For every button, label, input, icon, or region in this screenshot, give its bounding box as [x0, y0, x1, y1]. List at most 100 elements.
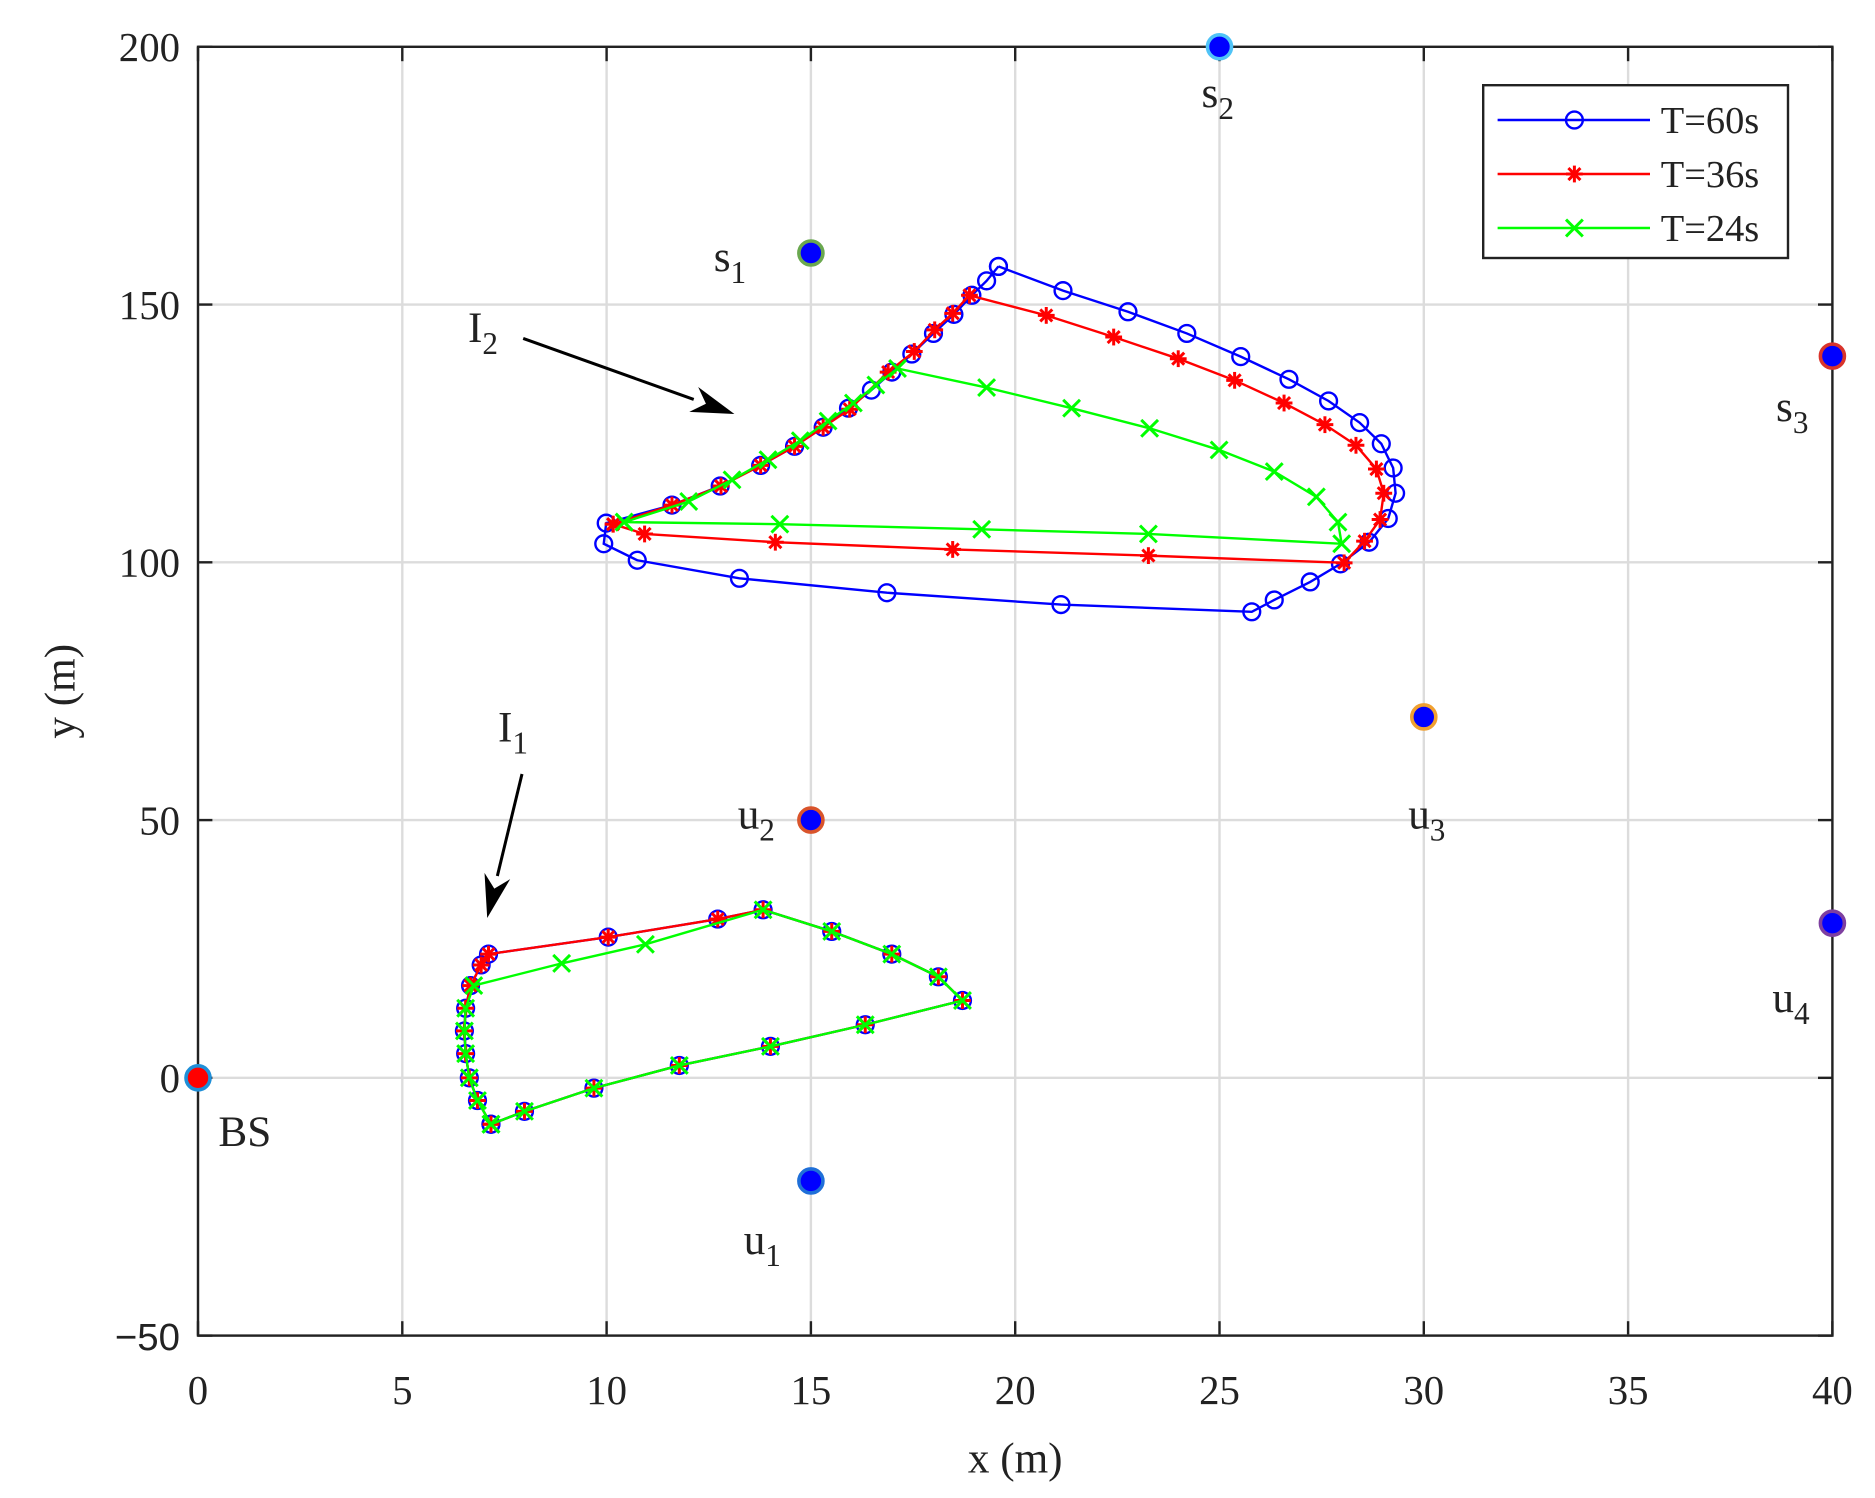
marker — [1177, 323, 1197, 344]
y-axis-label: y (m) — [37, 644, 84, 739]
marker-shape — [464, 976, 484, 996]
node-label: s1 — [714, 234, 746, 290]
marker — [1242, 602, 1262, 622]
node-label-text: s — [1776, 384, 1793, 431]
marker-shape — [768, 535, 783, 550]
marker-shape — [1106, 329, 1121, 345]
arrow-shaft — [522, 336, 695, 401]
x-tick-label: 15 — [791, 1368, 832, 1413]
marker-shape — [902, 344, 922, 364]
marker-shape — [456, 1044, 476, 1064]
marker — [1368, 460, 1385, 478]
plot-frame — [196, 45, 1834, 1337]
marker — [790, 431, 810, 451]
marker-shape — [1177, 323, 1197, 344]
marker-shape — [1357, 534, 1372, 549]
marker — [1264, 462, 1284, 482]
marker — [1051, 594, 1071, 615]
marker — [753, 900, 773, 920]
marker — [1264, 590, 1284, 610]
marker-shape — [1567, 166, 1582, 182]
marker-shape — [818, 411, 838, 431]
marker — [760, 1036, 780, 1056]
marker-shape — [770, 514, 790, 534]
marker — [468, 1091, 487, 1110]
node-label-text: s — [714, 234, 731, 281]
marker-shape — [882, 944, 902, 964]
marker-shape — [928, 967, 948, 987]
marker-shape — [945, 542, 960, 557]
marker — [1279, 369, 1299, 389]
annotation-sub: 2 — [482, 326, 498, 361]
x-tick-label: 10 — [586, 1368, 627, 1413]
annotation-text: I — [468, 305, 482, 352]
marker — [1169, 350, 1187, 368]
marker — [627, 550, 647, 570]
marker — [1375, 484, 1393, 502]
marker — [1138, 524, 1158, 544]
marker-shape — [888, 359, 907, 378]
marker-shape — [1051, 594, 1071, 615]
y-tick-label: 150 — [119, 283, 180, 328]
marker-shape — [1276, 395, 1292, 411]
marker — [1356, 532, 1373, 550]
marker — [1332, 534, 1352, 554]
marker — [1328, 512, 1348, 532]
marker — [944, 304, 962, 322]
marker-shape — [753, 900, 773, 920]
marker — [1371, 434, 1391, 454]
node-label-text: BS — [218, 1109, 271, 1156]
x-axis-label: x (m) — [968, 1435, 1063, 1482]
marker-shape — [855, 1015, 875, 1035]
marker-shape — [722, 470, 742, 490]
annotation: I2 — [468, 305, 498, 361]
node — [1205, 33, 1234, 61]
marker-shape — [1279, 369, 1299, 389]
marker-shape — [758, 450, 778, 470]
node-label-text: u — [738, 791, 760, 838]
marker — [1371, 511, 1389, 528]
marker-shape — [1039, 308, 1054, 323]
marker-shape — [790, 431, 810, 451]
marker-shape — [843, 393, 863, 413]
marker — [472, 956, 490, 974]
arrow-head — [484, 872, 511, 919]
marker — [855, 1015, 875, 1035]
y-tick-label: 100 — [119, 541, 180, 586]
x-tick-label: 0 — [188, 1368, 208, 1413]
x-tick-label: 5 — [392, 1368, 412, 1413]
marker — [456, 1044, 476, 1064]
marker — [866, 375, 886, 395]
x-tick-label: 35 — [1608, 1368, 1649, 1413]
marker-shape — [972, 519, 992, 539]
node-label-text: u — [1408, 792, 1430, 839]
marker-shape — [1141, 548, 1156, 563]
marker — [679, 492, 699, 511]
marker — [1564, 218, 1584, 238]
marker-shape — [515, 1101, 534, 1121]
node-label: u2 — [738, 791, 775, 847]
marker-shape — [1209, 440, 1229, 460]
node — [797, 806, 825, 834]
marker-shape — [907, 344, 922, 359]
node — [797, 1167, 825, 1195]
marker-shape — [552, 953, 572, 973]
marker — [1300, 572, 1320, 592]
node — [184, 1064, 212, 1092]
marker — [953, 991, 972, 1010]
marker — [1140, 547, 1157, 565]
marker — [1209, 440, 1229, 460]
marker — [758, 450, 778, 470]
marker-shape — [1053, 281, 1073, 301]
marker-shape — [1350, 413, 1370, 433]
node-label-sub: 1 — [765, 1238, 781, 1273]
marker-shape — [988, 256, 1009, 277]
node — [797, 239, 825, 267]
marker — [729, 568, 749, 588]
marker — [926, 321, 944, 339]
marker — [456, 998, 476, 1018]
marker — [722, 470, 742, 490]
marker — [1316, 416, 1334, 434]
